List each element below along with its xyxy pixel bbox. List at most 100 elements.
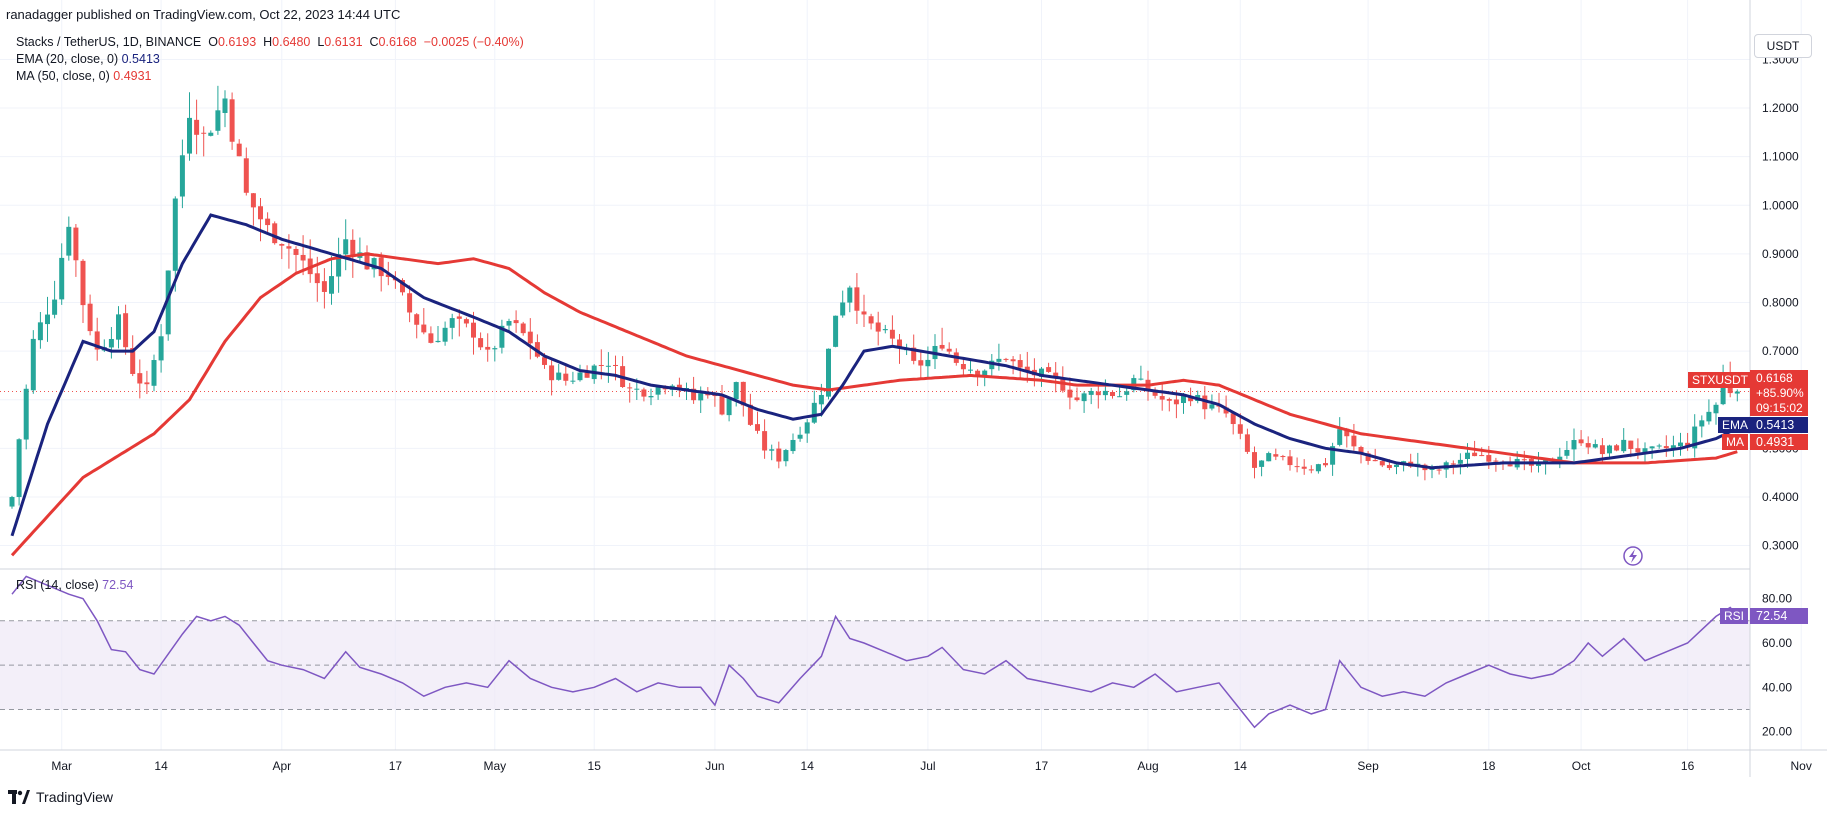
- candle-body: [1287, 456, 1293, 466]
- candle-body: [1706, 411, 1712, 422]
- candle-body: [407, 293, 413, 313]
- candle-body: [847, 287, 853, 303]
- price-tick-label: 0.7000: [1762, 344, 1799, 358]
- candle-body: [108, 338, 114, 348]
- low-value: 0.6131: [324, 35, 363, 49]
- ema-legend[interactable]: EMA (20, close, 0) 0.5413: [16, 52, 160, 66]
- candle-body: [201, 132, 207, 134]
- ma-legend-value: 0.4931: [113, 69, 152, 83]
- candle-body: [925, 359, 931, 367]
- candle-body: [329, 276, 334, 294]
- candle-body: [698, 393, 704, 401]
- candle-body: [350, 239, 356, 257]
- candle-body: [797, 434, 803, 439]
- ma-legend[interactable]: MA (50, close, 0) 0.4931: [16, 69, 152, 83]
- candle-body: [1621, 439, 1627, 452]
- candle-body: [1273, 454, 1279, 457]
- candle-body: [1237, 424, 1243, 434]
- candle-body: [818, 394, 824, 405]
- candle-body: [1713, 404, 1719, 414]
- candle-body: [1266, 453, 1272, 462]
- candle-body: [222, 98, 228, 113]
- candle-body: [471, 322, 476, 338]
- candle-body: [385, 274, 391, 277]
- candle-body: [875, 322, 881, 332]
- rsi-legend-value: 72.54: [102, 578, 134, 592]
- symbol-tag: STXUSDT: [1688, 372, 1753, 388]
- ma-value-box: 0.4931: [1750, 434, 1808, 450]
- candle-body: [1138, 378, 1144, 380]
- candle-body: [1188, 396, 1194, 402]
- candle-body: [655, 386, 661, 395]
- candle-body: [549, 365, 555, 381]
- candle-body: [733, 382, 739, 400]
- tradingview-logo-icon: [8, 790, 30, 804]
- candle-body: [826, 348, 831, 397]
- rsi-value-box: 72.54: [1750, 608, 1808, 624]
- candle-body: [1308, 469, 1314, 471]
- candle-body: [613, 364, 618, 366]
- candle-body: [790, 439, 796, 452]
- candle-body: [137, 373, 143, 384]
- candle-body: [1173, 399, 1179, 405]
- candle-body: [45, 314, 50, 325]
- candle-body: [1649, 446, 1655, 449]
- candle-body: [165, 270, 171, 335]
- candle-body: [66, 226, 72, 256]
- candle-body: [321, 281, 327, 292]
- candle-body: [556, 372, 562, 380]
- candle-body: [1465, 452, 1470, 459]
- candle-body: [776, 448, 782, 462]
- candle-body: [1209, 404, 1215, 409]
- candle-body: [1358, 447, 1364, 453]
- time-tick-label: 17: [389, 759, 403, 773]
- candle-body: [243, 158, 249, 193]
- candle-body: [1472, 452, 1478, 457]
- candle-body: [336, 254, 342, 277]
- candle-body: [1720, 374, 1726, 405]
- candle-body: [158, 336, 164, 361]
- candle-body: [1095, 391, 1101, 396]
- candle-body: [527, 331, 533, 344]
- candle-body: [1223, 407, 1229, 414]
- candle-body: [144, 382, 150, 385]
- candle-body: [456, 316, 462, 319]
- time-axis[interactable]: Mar 14 Apr 17 May 15 Jun 14 Jul 17 Aug 14 Sep 18 Oct 16…: [51, 759, 1812, 773]
- time-tick-label: Aug: [1137, 759, 1158, 773]
- price-tick-label: 0.4000: [1762, 490, 1799, 504]
- time-tick-label: Apr: [272, 759, 291, 773]
- lightning-icon[interactable]: [1623, 546, 1643, 566]
- price-axis[interactable]: 0.30000.40000.50000.60000.70000.80000.90…: [1762, 52, 1799, 552]
- candle-body: [16, 439, 22, 498]
- time-tick-label: 18: [1482, 759, 1496, 773]
- candle-body: [1344, 428, 1350, 437]
- candle-body: [1450, 463, 1456, 465]
- candle-body: [378, 257, 384, 277]
- candle-body: [371, 258, 377, 270]
- candle-body: [1181, 395, 1186, 404]
- candle-body: [250, 193, 256, 208]
- candle-body: [1642, 448, 1648, 454]
- candle-body: [1088, 390, 1094, 395]
- rsi-axis[interactable]: 20.00 40.00 60.00 80.00: [1762, 592, 1792, 739]
- candle-body: [1578, 439, 1584, 444]
- candle-body: [975, 370, 981, 377]
- candle-body: [1010, 359, 1016, 362]
- currency-button[interactable]: USDT: [1754, 34, 1812, 58]
- candle-body: [882, 329, 888, 331]
- time-tick-label: Sep: [1357, 759, 1379, 773]
- time-tick-label: 14: [801, 759, 815, 773]
- tradingview-footer[interactable]: TradingView: [8, 789, 113, 805]
- candle-body: [314, 273, 320, 284]
- candle-body: [1152, 389, 1158, 396]
- symbol-legend[interactable]: Stacks / TetherUS, 1D, BINANCE O0.6193 H…: [16, 35, 524, 49]
- time-tick-label: May: [483, 759, 506, 773]
- candle-body: [868, 316, 874, 324]
- rsi-legend[interactable]: RSI (14, close) 72.54: [16, 578, 134, 592]
- ema-tag: EMA: [1718, 417, 1753, 433]
- candle-body: [1053, 372, 1059, 378]
- ma-line: [10, 252, 1738, 557]
- candle-body: [463, 319, 469, 324]
- last-price-value: 0.6168: [1756, 371, 1793, 385]
